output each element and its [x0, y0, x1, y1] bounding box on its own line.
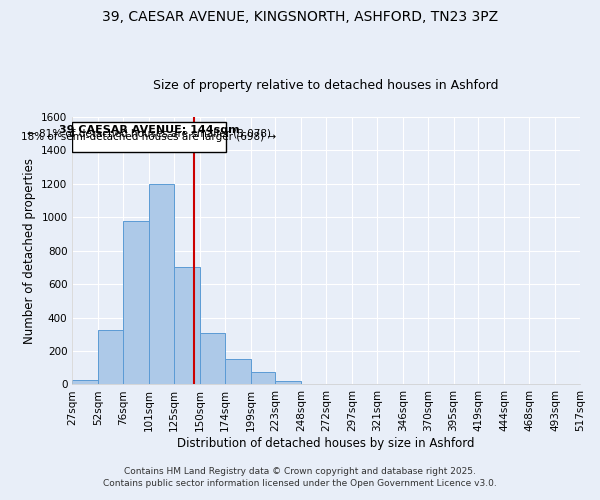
Text: 18% of semi-detached houses are larger (698) →: 18% of semi-detached houses are larger (…: [22, 132, 277, 142]
Bar: [149, 184, 174, 384]
Y-axis label: Number of detached properties: Number of detached properties: [23, 158, 35, 344]
Bar: [200, 332, 224, 384]
Text: 39, CAESAR AVENUE, KINGSNORTH, ASHFORD, TN23 3PZ: 39, CAESAR AVENUE, KINGSNORTH, ASHFORD, …: [102, 10, 498, 24]
Bar: [251, 372, 275, 384]
FancyBboxPatch shape: [73, 122, 226, 152]
Title: Size of property relative to detached houses in Ashford: Size of property relative to detached ho…: [154, 79, 499, 92]
Bar: [224, 358, 251, 384]
Bar: [123, 222, 149, 384]
Text: Contains HM Land Registry data © Crown copyright and database right 2025.
Contai: Contains HM Land Registry data © Crown c…: [103, 466, 497, 487]
Bar: [73, 380, 98, 384]
Bar: [275, 381, 301, 384]
Text: 39 CAESAR AVENUE: 144sqm: 39 CAESAR AVENUE: 144sqm: [59, 125, 239, 135]
Text: ← 81% of detached houses are smaller (3,078): ← 81% of detached houses are smaller (3,…: [27, 129, 271, 139]
X-axis label: Distribution of detached houses by size in Ashford: Distribution of detached houses by size …: [178, 437, 475, 450]
Bar: [98, 330, 123, 384]
Bar: [174, 268, 200, 384]
